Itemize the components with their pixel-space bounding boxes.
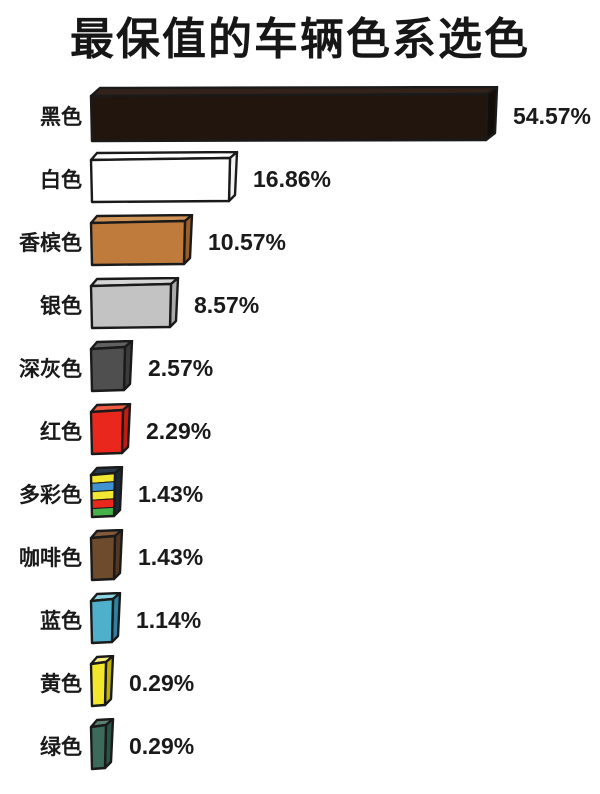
bar-row: 白色 16.86% [0,148,600,211]
bar-shape [89,592,122,645]
bar-shape [89,655,115,708]
bar-row: 黑色 54.57% [0,85,600,148]
value-label: 10.57% [208,228,287,255]
bar-row: 黄色 0.29% [0,652,600,715]
bar-row: 咖啡色 1.43% [0,526,600,589]
category-label: 白色 [40,169,82,193]
category-label: 深灰色 [19,358,82,382]
bar-shape [89,466,124,519]
bar-shape [89,529,124,582]
bar-row: 银色 8.57% [0,274,600,337]
category-label: 红色 [40,421,82,445]
bar-row: 红色 2.29% [0,400,600,463]
value-label: 2.29% [146,417,212,444]
value-label: 8.57% [194,291,260,318]
bar-row: 香槟色 10.57% [0,211,600,274]
bar-chart: 黑色 54.57% 白色 16.86% 香槟色 10.57% 银色 8.57% … [0,85,600,778]
category-label: 黄色 [40,673,82,697]
bar-shape [89,340,134,393]
value-label: 2.57% [148,354,214,381]
value-label: 1.43% [138,480,204,507]
bar-shape [89,277,180,330]
value-label: 1.14% [136,606,202,633]
value-label: 0.29% [129,732,195,759]
category-label: 银色 [40,295,82,319]
category-label: 绿色 [40,736,82,760]
bar-shape [89,718,115,771]
value-label: 1.43% [138,543,204,570]
category-label: 黑色 [40,106,82,130]
bar-shape [89,403,132,456]
value-label: 0.29% [129,669,195,696]
category-label: 香槟色 [19,232,82,256]
bar-row: 绿色 0.29% [0,715,600,778]
bar-shape [89,86,499,143]
bar-row: 蓝色 1.14% [0,589,600,652]
bar-shape [89,151,239,204]
value-label: 54.57% [513,102,592,129]
value-label: 16.86% [253,165,332,192]
bar-row: 多彩色 1.43% [0,463,600,526]
category-label: 咖啡色 [19,547,82,571]
bar-row: 深灰色 2.57% [0,337,600,400]
category-label: 蓝色 [40,610,82,634]
category-label: 多彩色 [19,484,82,508]
bar-shape [89,214,194,267]
chart-title: 最保值的车辆色系选色 [70,15,530,64]
